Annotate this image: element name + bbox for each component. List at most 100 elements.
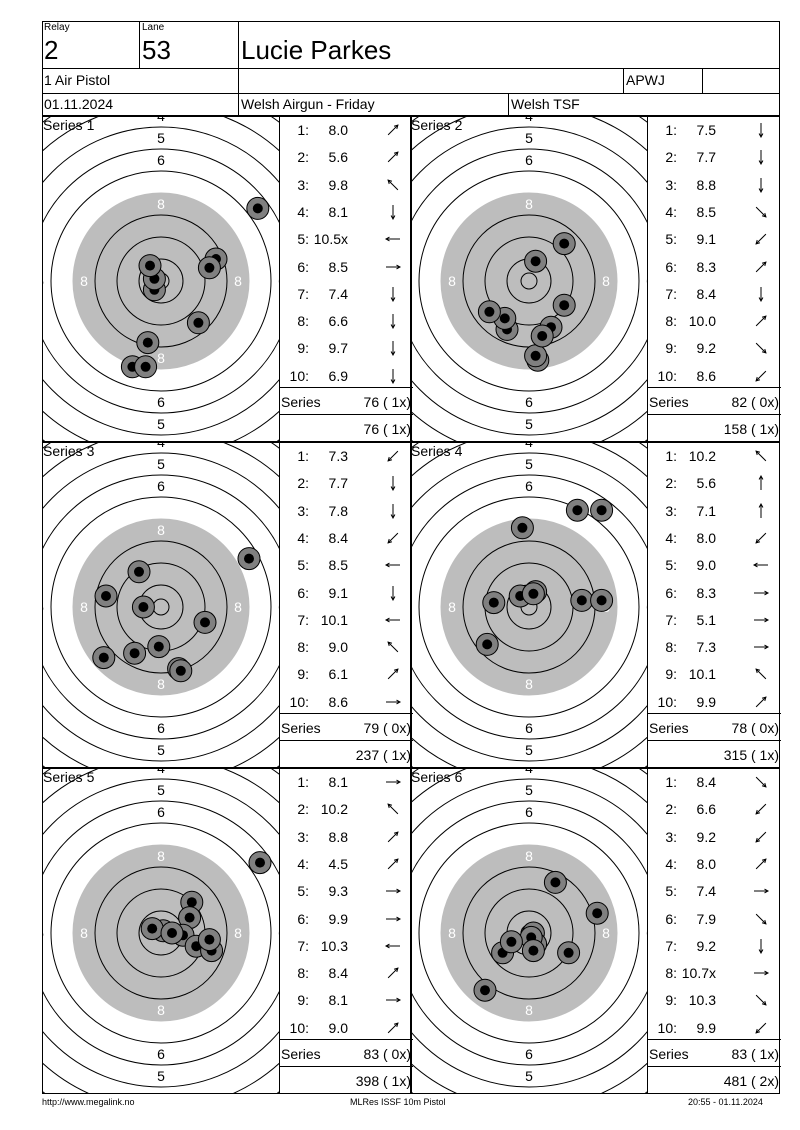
club-code: APWJ [626,72,665,88]
shot-number: 8: [297,313,309,330]
ring-number: 7 [157,372,165,388]
shot-score: 8.0 [328,122,348,138]
shot-number: 8: [297,639,309,656]
direction-arrow-icon [755,858,767,870]
shot-row: 9: 9.7 [280,335,413,362]
shot-center [142,337,153,348]
ring-number: 7 [58,925,66,941]
direction-arrow-icon [387,967,399,979]
direction-arrow-icon [387,151,399,163]
shot-number: 9: [665,992,677,1009]
shot-number: 10: [657,693,677,710]
shot-number: 4: [665,203,677,220]
direction-arrow-icon [754,888,770,894]
target-ring [43,452,279,762]
direction-arrow-icon [758,150,764,166]
shot-score: 8.6 [696,367,716,384]
shot-score: 9.1 [696,231,716,248]
ring-number: 7 [157,698,165,714]
shot-number: 9: [297,340,309,357]
ring-number: 5 [525,782,533,798]
ring-number: 6 [157,804,165,820]
running-total-value: 398 ( 1x) [355,1073,411,1089]
shot-number: 1: [297,122,309,138]
shot-number: 7: [297,937,309,954]
ring-number: 4 [157,443,165,450]
shot-center [592,908,603,919]
lane-label: Lane [142,22,165,33]
shot-row: 8: 6.6 [280,308,413,335]
target-ring [50,496,272,718]
ring-number: 7 [58,273,66,289]
target-face: 88887777666655554444 [411,443,647,767]
ring-number: 5 [157,782,165,798]
shot-score: 8.4 [328,965,348,982]
divider [238,22,239,116]
shot-score: 10.5x [313,231,348,248]
shot-row: 4: 8.1 [280,199,413,226]
direction-arrow-icon [390,585,396,601]
shot-score: 9.9 [696,1019,716,1036]
direction-arrow-icon [390,314,396,330]
shot-number: 3: [665,828,677,845]
target-panel: 88887777666655554444Series 2 [410,116,648,442]
ring-number: 6 [278,925,280,941]
ring-number: 4 [525,443,533,450]
shot-row: 9: 10.3 [648,987,781,1014]
ring-number: 8 [234,599,242,615]
shot-number: 10: [657,367,677,384]
ring-number: 6 [411,273,412,289]
shot-score: 4.5 [328,855,348,872]
ring-number: 6 [646,273,648,289]
target-ring [411,800,647,1066]
direction-arrow-icon [387,830,399,842]
shot-center [530,256,541,267]
shot-score: 10.1 [688,666,716,683]
shot-row: 8: 7.3 [648,634,781,661]
footer-timestamp: 20:55 - 01.11.2024 [688,1097,763,1107]
ring-number: 7 [58,599,66,615]
direction-arrow-icon [390,476,396,492]
ring-number: 7 [256,273,264,289]
shot-score: 8.4 [696,774,716,790]
direction-arrow-icon [758,938,764,954]
shot-score: 8.5 [328,557,348,574]
shot-number: 4: [297,855,309,872]
shot-row: 6: 8.5 [280,254,413,281]
direction-arrow-icon [758,475,764,491]
ring-number: 6 [411,925,412,941]
shot-score: 8.6 [328,693,348,710]
series-total-value: 76 ( 1x) [363,394,411,410]
shot-row: 4: 8.5 [648,199,781,226]
direction-arrow-icon [754,644,770,650]
direction-arrow-icon [386,264,402,269]
shot-score: 9.0 [328,1019,348,1036]
shot-row: 4: 8.0 [648,525,781,552]
target-ring [43,778,279,1088]
ring-number: 6 [278,273,280,289]
ring-number: 8 [157,350,165,366]
shot-number: 6: [665,910,677,927]
ring-number: 4 [157,1090,165,1094]
running-total-value: 76 ( 1x) [363,421,411,437]
direction-arrow-icon [755,995,767,1007]
series-total-value: 82 ( 0x) [731,394,779,410]
shot-row: 5: 9.1 [648,226,781,253]
shot-row: 2: 5.6 [280,144,413,171]
shot-center [138,602,149,612]
ring-number: 7 [624,925,632,941]
direction-arrow-icon [755,233,767,245]
direction-arrow-icon [390,503,396,519]
shot-score: 6.1 [328,666,348,683]
shot-row: 3: 9.2 [648,824,781,851]
ring-number: 5 [525,456,533,472]
shot-score: 8.0 [696,529,716,546]
shot-center [244,553,254,564]
shot-center [559,300,570,311]
competition-name: Welsh Airgun - Friday [241,96,375,112]
shot-center [576,595,587,606]
footer-url[interactable]: http://www.megalink.no [42,1097,135,1107]
ring-number: 7 [157,500,165,516]
shot-row: 7: 10.1 [280,607,413,634]
target-ring [411,474,647,740]
